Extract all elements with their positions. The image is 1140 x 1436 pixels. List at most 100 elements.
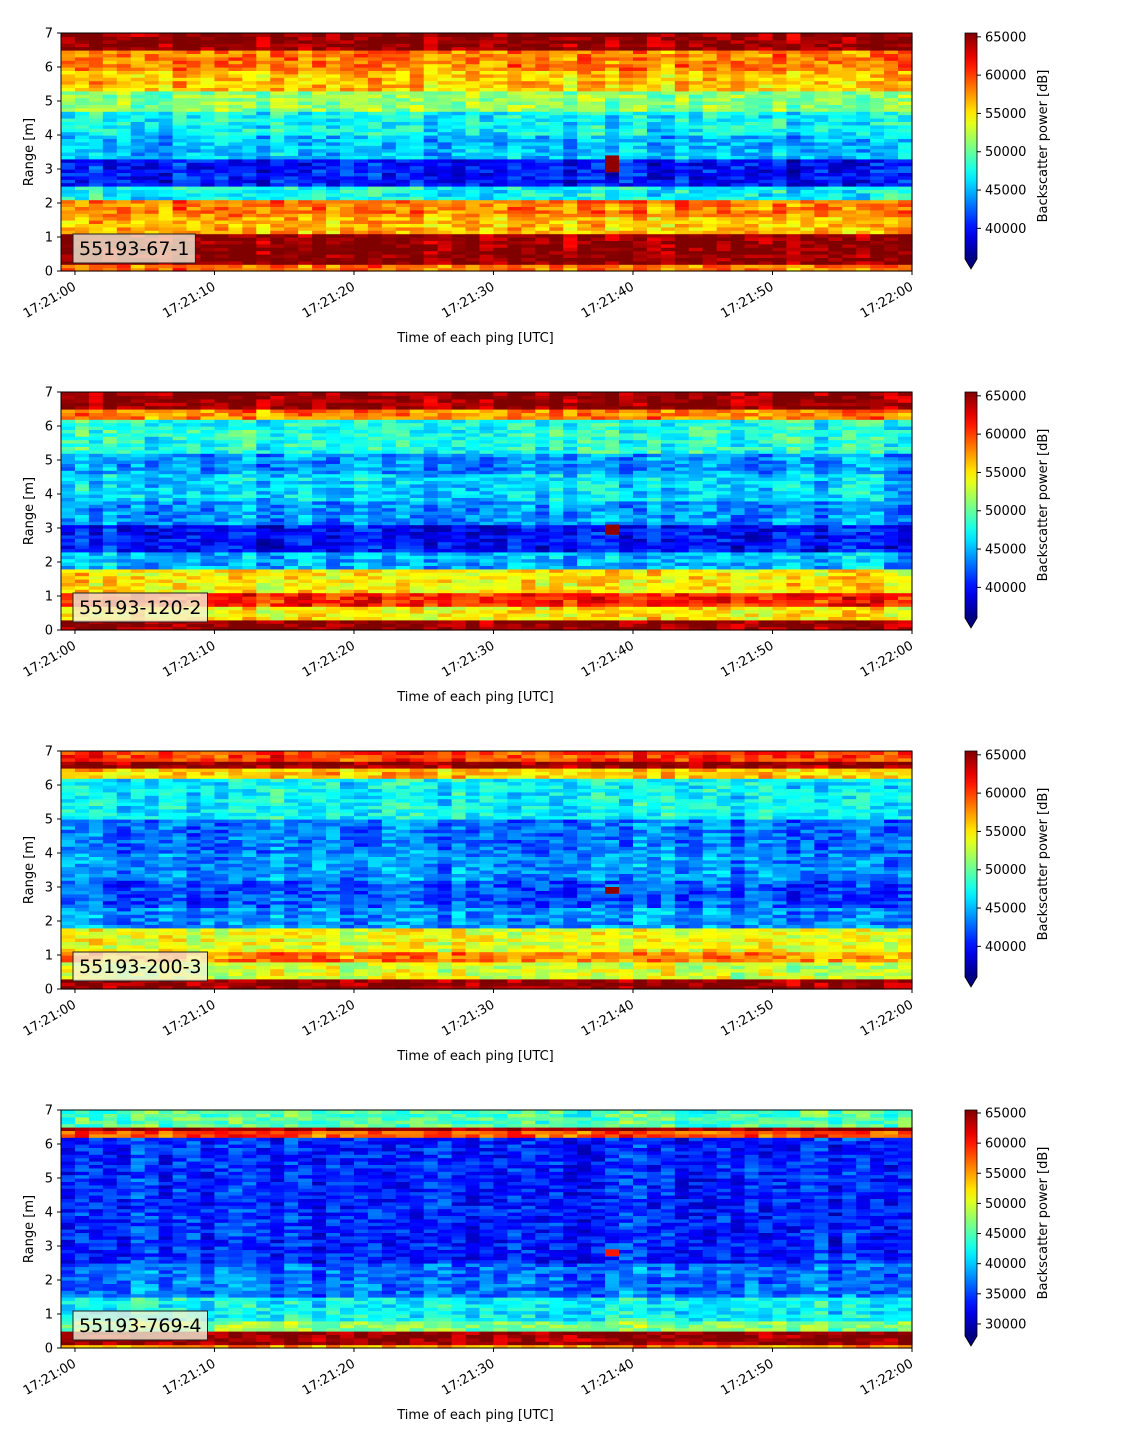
heatmap-cell <box>563 223 578 228</box>
heatmap-cell <box>228 104 243 109</box>
heatmap-cell <box>451 267 467 272</box>
heatmap-cell <box>61 575 76 580</box>
heatmap-cell <box>493 213 509 218</box>
heatmap-cell <box>507 257 522 262</box>
heatmap-cell <box>535 94 550 99</box>
heatmap-cell <box>898 199 913 204</box>
heatmap-cell <box>856 254 871 258</box>
heatmap-cell <box>549 101 564 105</box>
heatmap-cell <box>619 118 634 122</box>
heatmap-cell <box>102 128 118 133</box>
heatmap-cell <box>381 36 397 41</box>
heatmap-cell <box>856 250 871 255</box>
heatmap-cell <box>800 162 815 167</box>
heatmap-cell <box>353 223 369 228</box>
heatmap-cell <box>856 43 871 48</box>
heatmap-cell <box>423 121 439 126</box>
heatmap-cell <box>88 572 104 577</box>
heatmap-cell <box>326 169 341 173</box>
heatmap-cell <box>270 138 285 143</box>
heatmap-cell <box>353 46 369 51</box>
heatmap-cell <box>688 247 704 252</box>
heatmap-cell <box>898 50 913 54</box>
heatmap-cell <box>74 395 90 400</box>
heatmap-cell <box>437 84 453 88</box>
heatmap-cell <box>409 169 425 173</box>
heatmap-cell <box>102 94 118 99</box>
heatmap-cell <box>423 33 439 37</box>
heatmap-cell <box>591 101 606 105</box>
heatmap-cell <box>88 80 104 85</box>
heatmap-cell <box>730 87 746 92</box>
heatmap-cell <box>172 145 188 150</box>
heatmap-cell <box>423 257 439 262</box>
heatmap-cell <box>716 169 732 173</box>
heatmap-cell <box>758 186 774 190</box>
heatmap-cell <box>186 148 202 153</box>
heatmap-cell <box>800 60 815 65</box>
heatmap-cell <box>74 264 90 269</box>
heatmap-cell <box>102 415 118 420</box>
heatmap-cell <box>842 226 857 231</box>
heatmap-cell <box>437 162 453 167</box>
heatmap-cell <box>381 213 397 218</box>
heatmap-cell <box>856 182 871 187</box>
heatmap-cell <box>786 260 801 265</box>
heatmap-cell <box>646 145 662 150</box>
heatmap-cell <box>200 60 216 65</box>
heatmap-cell <box>563 158 578 163</box>
heatmap-cell <box>814 145 829 150</box>
heatmap-cell <box>465 220 481 224</box>
heatmap-cell <box>744 155 760 160</box>
heatmap-cell <box>842 158 857 163</box>
heatmap-cell <box>716 50 732 54</box>
heatmap-cell <box>353 206 369 211</box>
heatmap-cell <box>312 56 327 61</box>
heatmap-cell <box>437 182 453 187</box>
heatmap-cell <box>395 220 411 224</box>
heatmap-cell <box>200 84 216 88</box>
heatmap-cell <box>507 46 522 51</box>
heatmap-cell <box>814 56 829 61</box>
heatmap-cell <box>284 240 299 245</box>
heatmap-cell <box>646 56 662 61</box>
heatmap-cell <box>702 264 718 269</box>
heatmap-cell <box>326 36 341 41</box>
heatmap-cell <box>563 101 578 105</box>
heatmap-cell <box>856 67 871 71</box>
heatmap-cell <box>605 182 620 187</box>
heatmap-cell <box>479 56 495 61</box>
x-tick-label: 17:21:30 <box>439 279 497 321</box>
heatmap-cell <box>130 528 146 532</box>
heatmap-cell <box>800 33 815 37</box>
heatmap-cell <box>842 135 857 139</box>
heatmap-cell <box>730 223 746 228</box>
heatmap-cell <box>479 172 495 177</box>
heatmap-cell <box>172 213 188 218</box>
heatmap-cell <box>172 101 188 105</box>
heatmap-cell <box>298 247 313 252</box>
heatmap-cell <box>340 141 355 146</box>
heatmap-cell <box>144 480 160 485</box>
heatmap-cell <box>744 162 760 167</box>
heatmap-cell <box>702 240 718 245</box>
heatmap-cell <box>800 233 815 238</box>
heatmap-cell <box>437 237 453 241</box>
heatmap-cell <box>660 128 676 133</box>
heatmap-cell <box>130 419 146 424</box>
heatmap-cell <box>144 46 160 51</box>
heatmap-cell <box>493 199 509 204</box>
heatmap-cell <box>493 138 509 143</box>
heatmap-cell <box>116 538 132 543</box>
heatmap-cell <box>312 254 327 258</box>
heatmap-cell <box>312 90 327 95</box>
heatmap-cell <box>884 226 899 231</box>
heatmap-cell <box>758 216 774 221</box>
heatmap-cell <box>130 145 146 150</box>
heatmap-cell <box>800 247 815 252</box>
heatmap-cell <box>144 443 160 447</box>
heatmap-cell <box>744 111 760 116</box>
heatmap-cell <box>577 254 592 258</box>
heatmap-cell <box>479 260 495 265</box>
heatmap-cell <box>437 94 453 99</box>
